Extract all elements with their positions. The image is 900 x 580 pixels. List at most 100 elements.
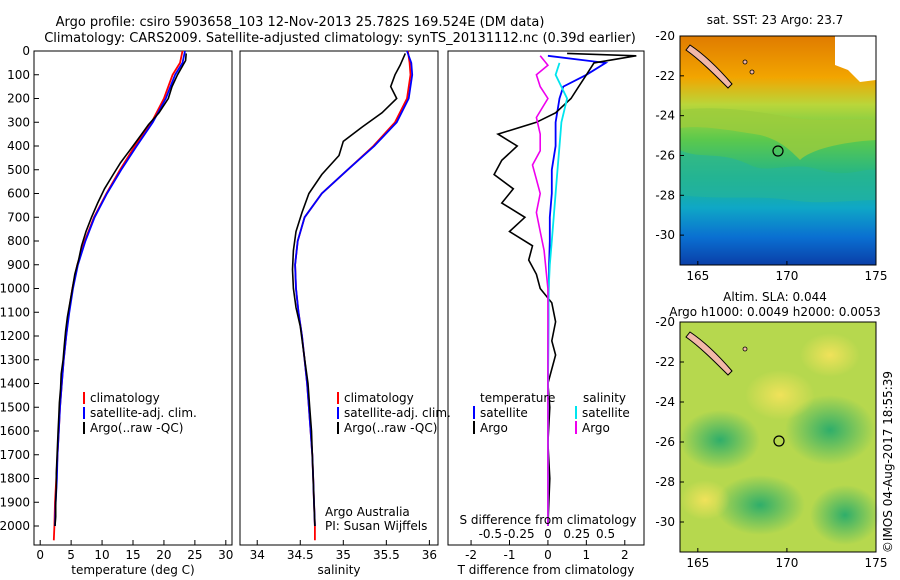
difference-x-axis: -2 -1 0 1 2	[465, 540, 629, 562]
depth-tick-label: 1500	[0, 400, 30, 414]
x-tick-label: 25	[187, 548, 202, 562]
x-tick-label: 0	[36, 548, 44, 562]
map-y-tick-label: -30	[655, 228, 675, 242]
temperature-legend: climatology satellite-adj. clim. Argo(..…	[83, 391, 197, 435]
map-x-tick-label: 175	[865, 556, 888, 570]
sla-high-blob	[800, 333, 860, 377]
series-temperature-satellite	[547, 54, 609, 526]
legend-argo: Argo(..raw -QC)	[90, 421, 183, 435]
depth-tick-label: 1700	[0, 448, 30, 462]
loyalty-island	[742, 59, 748, 65]
map-y-tick-label: -30	[655, 515, 675, 529]
legend-temperature-title: temperature	[480, 391, 555, 405]
depth-tick-label: 900	[7, 258, 30, 272]
depth-tick-label: 1300	[0, 353, 30, 367]
sla-map-frame	[679, 321, 877, 553]
series-argo-raw-qc	[54, 53, 187, 527]
new-caledonia-island	[685, 331, 733, 376]
legend-climatology: climatology	[344, 391, 414, 405]
legend-s-satellite: satellite	[582, 406, 630, 420]
depth-tick-label: 300	[7, 115, 30, 129]
salinity-x-axis: 34 34.5 35 35.5 36	[250, 540, 437, 562]
depth-tick-label: 200	[7, 92, 30, 106]
sla-high-blob	[745, 370, 815, 420]
map-y-tick-label: -20	[655, 315, 675, 329]
x-tick-label: 2	[621, 548, 629, 562]
s-difference-label: S difference from climatology	[460, 513, 637, 527]
argo-location-marker	[773, 435, 785, 447]
loyalty-island	[749, 69, 755, 75]
salinity-profile-lines	[291, 50, 414, 541]
depth-tick-label: 500	[7, 163, 30, 177]
depth-tick-label: 1200	[0, 329, 30, 343]
x-tick-label: 34.5	[287, 548, 314, 562]
imos-credit: ©IMOS 04-Aug-2017 18:55:39	[881, 371, 895, 553]
depth-tick-label: 0	[22, 44, 30, 58]
s-diff-tick-label: 0	[544, 527, 552, 541]
sla-map-title: Altim. SLA: 0.044	[723, 290, 827, 304]
s-diff-tick-label: -0.25	[504, 527, 535, 541]
depth-tick-label: 1600	[0, 424, 30, 438]
legend-salinity-title: salinity	[583, 391, 626, 405]
legend-s-argo: Argo	[582, 421, 610, 435]
x-tick-label: -2	[465, 548, 477, 562]
loyalty-island	[742, 346, 748, 352]
sla-map-subtitle: Argo h1000: 0.0049 h2000: 0.0053	[669, 305, 881, 319]
map-x-tick-label: 165	[686, 269, 709, 283]
depth-tick-label: 1100	[0, 305, 30, 319]
salinity-panel-frame	[239, 50, 439, 546]
temperature-profile-lines	[52, 50, 187, 541]
x-tick-label: 34	[250, 548, 265, 562]
annotation-argo-australia: Argo Australia	[325, 505, 410, 519]
sla-map	[679, 321, 880, 553]
map-x-tick-label: 175	[865, 269, 888, 283]
x-tick-label: 35.5	[373, 548, 400, 562]
map-x-tick-label: 170	[775, 556, 798, 570]
x-tick-label: 5	[67, 548, 75, 562]
depth-tick-label: 800	[7, 234, 30, 248]
series-temperature-argo	[493, 52, 637, 527]
depth-tick-label: 700	[7, 210, 30, 224]
temperature-panel-frame	[33, 50, 233, 546]
map-y-tick-label: -28	[655, 188, 675, 202]
legend-argo: Argo(..raw -QC)	[344, 421, 437, 435]
difference-legend: temperature satellite Argo salinity sate…	[473, 391, 630, 435]
map-y-tick-label: -24	[655, 395, 675, 409]
legend-t-argo: Argo	[480, 421, 508, 435]
new-caledonia-island	[685, 44, 733, 89]
x-tick-label: 35	[336, 548, 351, 562]
x-tick-label: 0	[544, 548, 552, 562]
x-tick-label: 36	[422, 548, 437, 562]
sst-missing-data	[835, 36, 876, 82]
t-difference-label: T difference from climatology	[457, 563, 635, 577]
temperature-x-axis: 0 5 10 15 20 25 30	[36, 540, 233, 562]
map-y-tick-label: -26	[655, 435, 675, 449]
series-argo-raw-qc	[291, 53, 407, 527]
sst-map-axes: 165 170 175 -20 -22 -24 -26 -28 -30	[655, 29, 887, 283]
sla-low-blob	[680, 410, 760, 470]
depth-tick-label: 100	[7, 68, 30, 82]
sla-low-blob	[785, 395, 875, 465]
legend-climatology: climatology	[90, 391, 160, 405]
series-climatology	[52, 50, 184, 541]
s-diff-tick-label: 0.5	[596, 527, 615, 541]
map-y-tick-label: -20	[655, 29, 675, 43]
difference-profile-lines	[493, 52, 637, 527]
map-y-tick-label: -28	[655, 475, 675, 489]
x-tick-label: 10	[94, 548, 109, 562]
series-satellite-adj-clim	[54, 50, 186, 527]
figure-title-line2: Climatology: CARS2009. Satellite-adjuste…	[44, 31, 636, 46]
temperature-x-label: temperature (deg C)	[71, 563, 194, 577]
x-tick-label: 20	[156, 548, 171, 562]
map-y-tick-label: -26	[655, 148, 675, 162]
sst-map-title: sat. SST: 23 Argo: 23.7	[707, 13, 844, 27]
map-x-tick-label: 170	[775, 269, 798, 283]
depth-tick-label: 1000	[0, 282, 30, 296]
sla-high-blob	[680, 480, 730, 520]
sla-low-blob	[715, 475, 805, 535]
sla-map-axes: 165 170 175 -20 -22 -24 -26 -28 -30	[655, 315, 887, 570]
x-tick-label: 30	[218, 548, 233, 562]
sst-map	[679, 35, 877, 266]
salinity-legend: climatology satellite-adj. clim. Argo(..…	[337, 391, 451, 435]
sst-map-frame	[679, 35, 877, 266]
